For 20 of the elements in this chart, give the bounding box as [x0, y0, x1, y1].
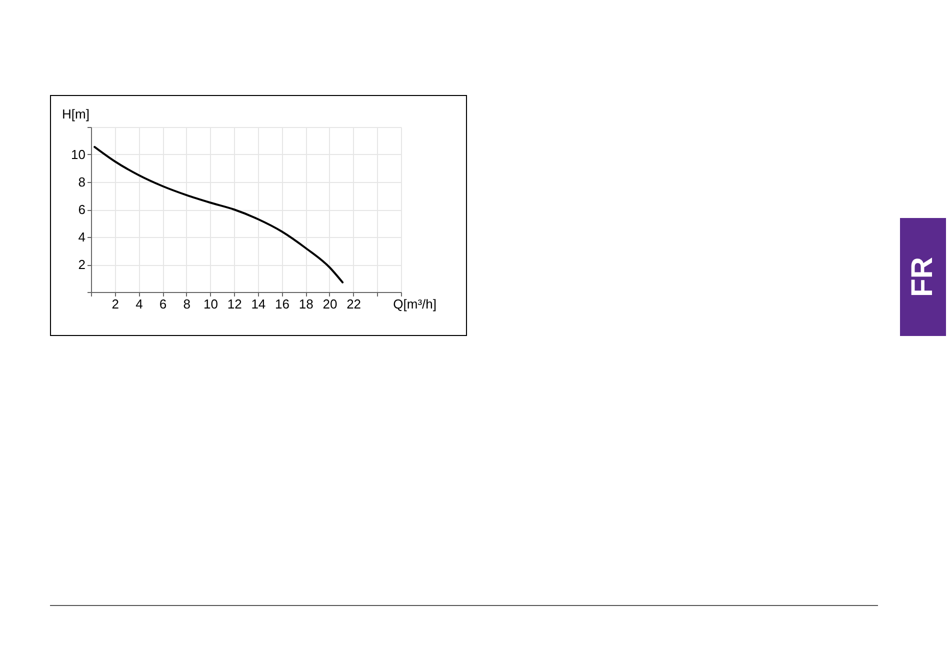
x-tick-label: 12: [227, 296, 242, 312]
x-tick-label: 20: [322, 296, 338, 312]
x-tick-label: 2: [112, 296, 119, 312]
y-axis-title: H[m]: [62, 106, 90, 122]
x-tick-label: 8: [183, 296, 190, 312]
y-tick-label: 4: [78, 230, 86, 244]
x-tick-label: 10: [203, 296, 218, 312]
x-tick-label: 22: [346, 296, 362, 312]
x-axis-title: Q[m³/h]: [393, 296, 436, 312]
line-series: [94, 146, 344, 284]
y-tick-label: 2: [78, 257, 86, 272]
x-tick-label: 16: [275, 296, 290, 312]
y-tick-label: 6: [78, 202, 86, 217]
x-tick-label: 4: [136, 296, 143, 312]
y-tick-label: 10: [71, 147, 86, 162]
x-tick-label: 6: [159, 296, 167, 312]
x-tick-label: 14: [251, 296, 266, 312]
text: FR: [906, 257, 940, 297]
y-tick-label: 8: [78, 174, 86, 190]
x-tick-label: 18: [298, 296, 314, 312]
